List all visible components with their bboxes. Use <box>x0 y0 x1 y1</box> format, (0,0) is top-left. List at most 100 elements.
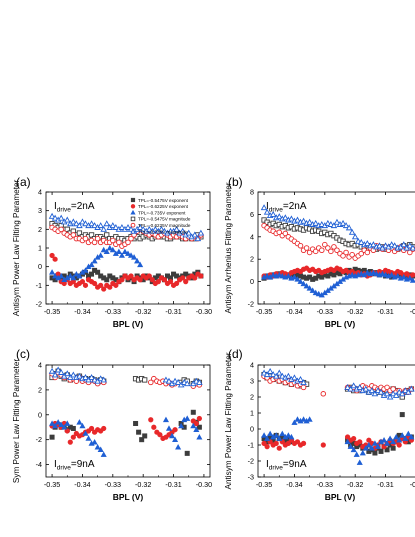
data-point <box>297 242 304 249</box>
data-point <box>148 417 154 423</box>
data-point <box>260 369 268 376</box>
data-point <box>306 285 313 291</box>
data-point <box>157 432 163 438</box>
data-point <box>76 372 83 379</box>
data-point <box>273 432 280 438</box>
data-point <box>400 241 408 248</box>
data-point <box>198 273 204 279</box>
panel-d: (d) -0.35 -0.34 -0.33 -0.32 -0.31 -0.3 -3 -2 -1 0 1… <box>224 347 415 502</box>
data-point <box>110 237 116 244</box>
data-point <box>347 443 354 449</box>
data-point <box>371 390 379 397</box>
series-2 <box>260 367 415 400</box>
data-point <box>331 244 337 250</box>
data-point <box>67 439 73 445</box>
data-point <box>309 287 316 293</box>
data-point <box>54 366 62 373</box>
data-point <box>167 278 174 285</box>
data-point <box>52 256 58 262</box>
data-point <box>49 252 55 259</box>
data-point <box>91 257 98 264</box>
data-point <box>180 275 186 281</box>
data-point <box>91 439 98 445</box>
data-point <box>101 425 107 432</box>
data-point <box>374 443 382 449</box>
x-axis-label: BPL (V) <box>325 319 356 329</box>
legend-label: TPL=-0.6225V magnitude <box>138 223 191 228</box>
data-point <box>70 218 77 225</box>
data-point <box>193 426 200 433</box>
data-point <box>70 371 77 378</box>
y-tick-label: 8 <box>250 188 254 197</box>
data-point <box>368 445 375 451</box>
data-point <box>320 442 326 448</box>
data-point <box>303 245 310 251</box>
data-point <box>49 269 56 275</box>
data-point <box>378 448 384 454</box>
data-point <box>89 271 95 277</box>
data-point <box>315 290 322 297</box>
x-tick-label: -0.30 <box>196 480 212 489</box>
data-point <box>358 250 365 257</box>
data-point <box>372 450 378 456</box>
legend-label: TPL=-0.735V magnitude <box>138 229 188 234</box>
data-point <box>194 235 202 242</box>
data-point <box>70 232 77 238</box>
x-tick-label: -0.35 <box>256 480 272 489</box>
data-point <box>279 430 286 437</box>
data-point <box>294 276 301 282</box>
data-point <box>279 272 286 279</box>
data-point <box>180 378 188 385</box>
legend-marker <box>130 209 136 215</box>
data-point <box>340 253 346 259</box>
data-point <box>118 224 126 230</box>
data-point <box>94 235 101 242</box>
data-point <box>82 235 89 242</box>
data-point <box>294 416 301 422</box>
data-point <box>272 372 280 379</box>
data-point <box>379 270 386 277</box>
data-point <box>97 222 104 229</box>
data-point <box>161 227 168 234</box>
data-point <box>264 443 270 450</box>
data-point <box>139 437 145 443</box>
data-point <box>184 450 190 456</box>
data-point <box>162 376 170 383</box>
data-point <box>269 371 277 378</box>
x-tick-label: -0.35 <box>44 480 60 489</box>
data-point <box>136 224 144 230</box>
y-tick-label: 1 <box>38 244 42 253</box>
y-tick-label: 2 <box>38 225 42 234</box>
series-2 <box>48 212 205 242</box>
data-point <box>319 247 325 254</box>
data-point <box>100 246 107 253</box>
data-point <box>79 218 86 225</box>
panel-label: (b) <box>228 175 243 189</box>
data-point <box>276 445 282 451</box>
data-point <box>103 248 110 255</box>
y-axis-label: Antisym Power Law Fitting Parameter <box>224 352 233 489</box>
data-point <box>58 421 65 428</box>
data-point <box>371 440 378 446</box>
data-point <box>263 208 271 215</box>
x-tick-label: -0.35 <box>44 307 60 316</box>
legend-marker <box>130 222 136 228</box>
data-point <box>82 373 89 380</box>
data-point <box>146 273 152 279</box>
data-point <box>306 218 313 225</box>
data-point <box>350 382 357 389</box>
data-point <box>396 442 402 448</box>
legend-marker <box>130 204 136 209</box>
data-point <box>104 232 110 238</box>
data-point <box>98 282 104 288</box>
data-point <box>107 284 113 290</box>
data-point <box>193 377 200 384</box>
data-point <box>58 226 64 233</box>
y-tick-label: -1 <box>36 281 42 290</box>
data-point <box>370 241 377 248</box>
data-point <box>285 440 291 447</box>
data-point <box>64 226 70 232</box>
data-point <box>291 419 298 425</box>
data-point <box>383 390 391 397</box>
